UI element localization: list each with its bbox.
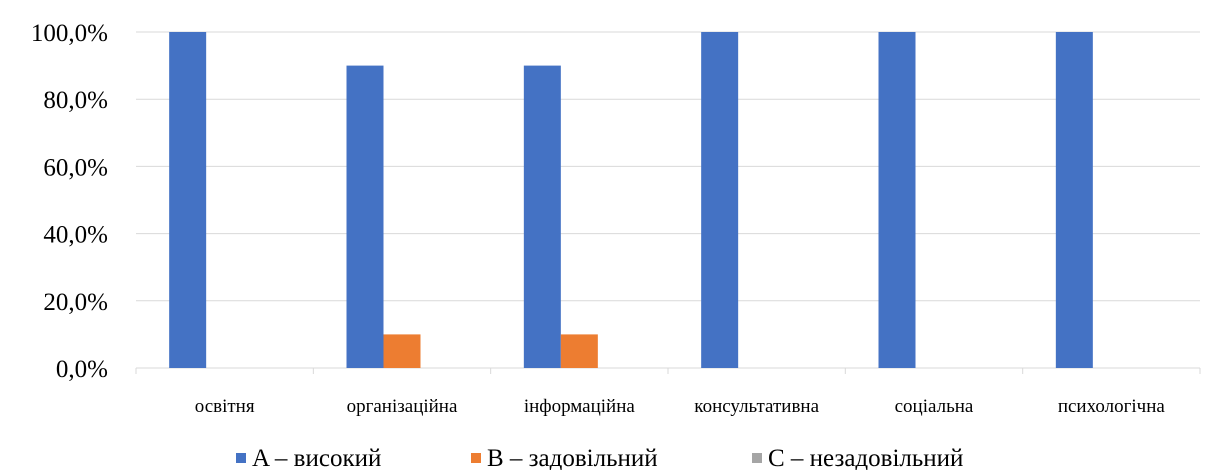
legend-swatch (752, 453, 762, 463)
legend: A – високий B – задовільний C – незадовіль… (236, 445, 963, 470)
y-tick-label: 20,0% (43, 289, 108, 316)
y-tick-label: 60,0% (43, 154, 108, 181)
y-axis: 0,0% 20,0% 40,0% 60,0% 80,0% 100,0% (31, 20, 108, 383)
x-tick-label: психологічна (1058, 396, 1166, 417)
bars (169, 32, 1093, 368)
legend-label: C – незадовільний (768, 445, 963, 470)
y-tick-label: 80,0% (43, 87, 108, 114)
bar (346, 65, 384, 368)
legend-swatch (471, 453, 481, 463)
y-tick-label: 0,0% (56, 356, 108, 383)
x-tick-label: консультативна (694, 396, 819, 417)
x-tick-label: організаційна (347, 396, 458, 417)
legend-label: B – задовільний (487, 445, 658, 470)
x-tick-label: освітня (195, 396, 255, 417)
bar (701, 32, 739, 368)
bar (878, 32, 916, 368)
bar (560, 334, 598, 368)
x-tick-label: соціальна (895, 396, 974, 417)
x-axis: освітня організаційна інформаційна консульт… (135, 368, 1201, 417)
legend-item: C – незадовільний (752, 445, 963, 470)
bar (1055, 32, 1093, 368)
x-tick-label: інформаційна (524, 396, 636, 417)
y-tick-label: 100,0% (31, 20, 108, 47)
legend-item: A – високий (236, 445, 381, 470)
legend-swatch (236, 453, 246, 463)
legend-label: A – високий (252, 445, 381, 470)
bar (383, 334, 421, 368)
bar (169, 32, 207, 368)
bar (523, 65, 561, 368)
gridlines (136, 31, 1200, 369)
legend-item: B – задовільний (471, 445, 658, 470)
y-tick-label: 40,0% (43, 222, 108, 249)
